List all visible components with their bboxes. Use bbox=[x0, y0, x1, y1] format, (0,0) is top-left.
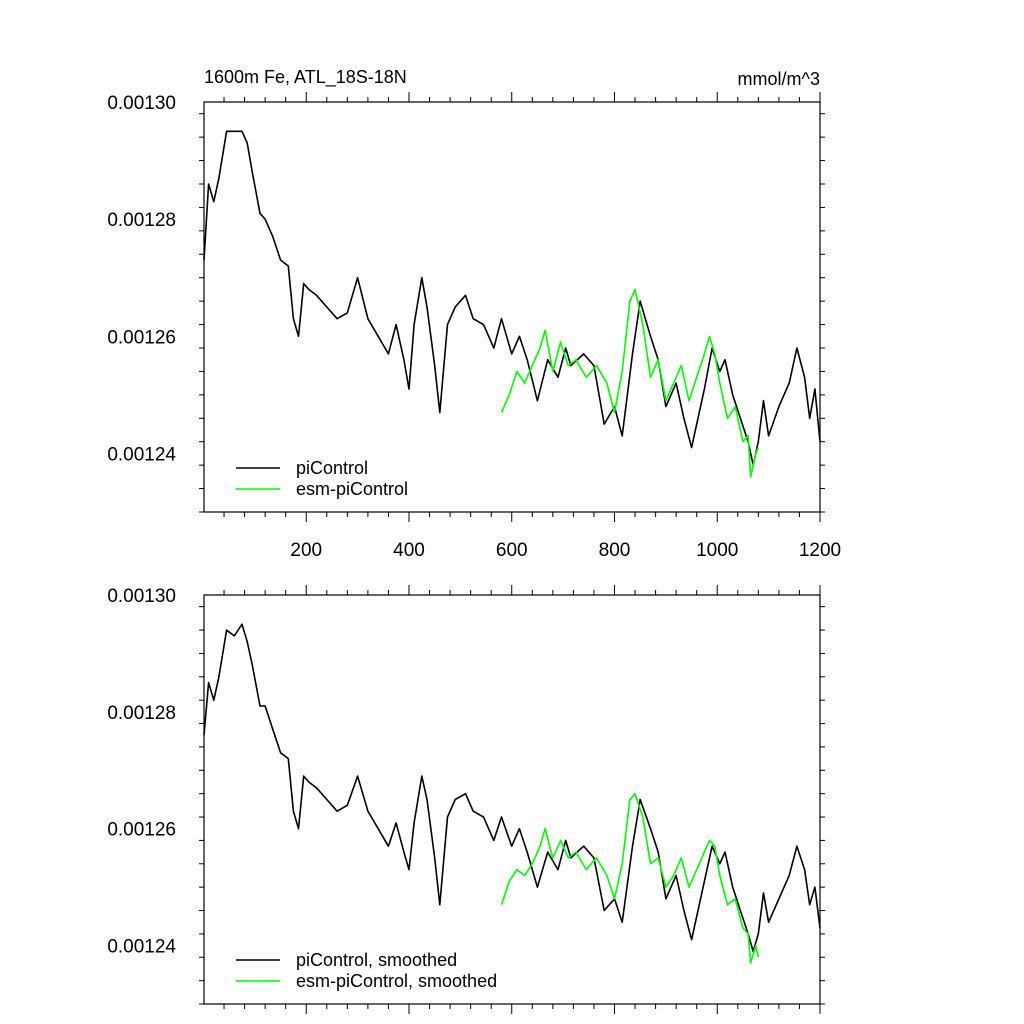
units-label: mmol/m^3 bbox=[738, 69, 820, 89]
legend-label: esm-piControl bbox=[296, 479, 408, 499]
series-line-1 bbox=[500, 792, 760, 964]
x-tick-label: 600 bbox=[496, 540, 528, 561]
legend-label: esm-piControl, smoothed bbox=[296, 971, 497, 991]
y-tick-label: 0.00124 bbox=[107, 444, 176, 465]
y-tick-label: 0.00128 bbox=[107, 210, 176, 231]
y-tick-label: 0.00128 bbox=[107, 703, 176, 724]
series-line-0 bbox=[203, 623, 821, 953]
plot-frame bbox=[203, 594, 821, 1005]
legend-label: piControl, smoothed bbox=[296, 950, 457, 970]
x-tick-label: 800 bbox=[599, 540, 631, 561]
y-tick-label: 0.00126 bbox=[107, 820, 176, 841]
legend-label: piControl bbox=[296, 458, 368, 478]
y-tick-label: 0.00130 bbox=[107, 93, 176, 114]
y-tick-label: 0.00126 bbox=[107, 327, 176, 348]
y-tick-label: 0.00124 bbox=[107, 937, 176, 958]
x-tick-label: 400 bbox=[393, 540, 425, 561]
y-tick-label: 0.00130 bbox=[107, 586, 176, 607]
panel-bottom: 0.00130 0.00128 0.00126 0.00124 piControl, s… bbox=[107, 585, 825, 1014]
x-tick-label: 200 bbox=[290, 540, 322, 561]
series-line-1 bbox=[500, 288, 760, 478]
x-tick-label: 1000 bbox=[696, 540, 738, 561]
chart-title: 1600m Fe, ATL_18S-18N bbox=[204, 67, 407, 88]
x-tick-label: 1200 bbox=[799, 540, 841, 561]
plot-frame bbox=[203, 101, 821, 513]
series-line-0 bbox=[203, 130, 821, 466]
panel-top: 1600m Fe, ATL_18S-18N mmol/m^3 200 400 600… bbox=[107, 67, 841, 561]
